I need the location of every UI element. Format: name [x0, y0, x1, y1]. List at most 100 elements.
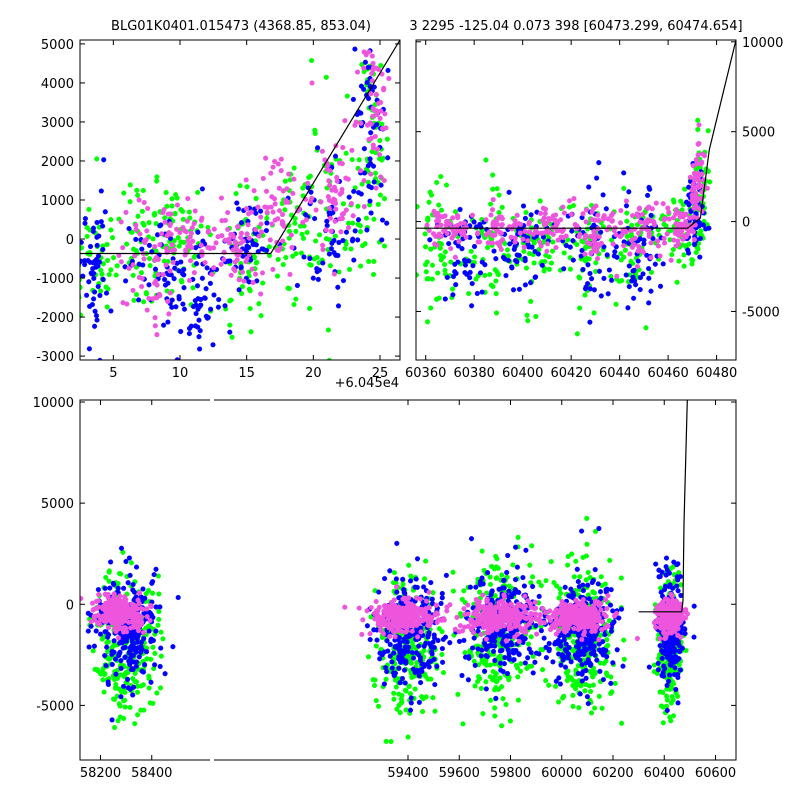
bottom-blue-point: [591, 643, 597, 649]
top-right-green-point: [574, 331, 580, 337]
bottom-blue-point: [668, 662, 674, 668]
bottom-blue-point: [118, 694, 124, 700]
bottom-blue-point: [677, 667, 683, 673]
top-left-green-point: [381, 243, 388, 249]
top-left-magenta-point: [325, 194, 331, 200]
top-left-blue-point: [82, 216, 88, 222]
bottom-green-point: [147, 700, 153, 706]
top-left-green-point: [266, 244, 272, 250]
top-left-green-point: [357, 229, 364, 235]
bottom-blue-point: [459, 672, 465, 679]
top-left-green-point: [141, 222, 147, 228]
bottom-green-point: [462, 650, 468, 656]
bottom-green-point: [621, 656, 627, 662]
bottom-blue-point: [97, 631, 104, 637]
top-right-blue-point: [605, 291, 611, 297]
top-right-blue-point: [510, 287, 517, 293]
top-right-magenta-point: [448, 246, 454, 252]
top-left-plot-area: [80, 40, 400, 360]
top-right-magenta-point: [449, 235, 455, 241]
bottom-blue-point: [574, 566, 580, 572]
top-left-magenta-point: [218, 261, 224, 267]
bottom-blue-point: [431, 635, 438, 641]
bottom-blue-point: [550, 659, 556, 665]
top-right-green-point: [437, 245, 443, 251]
top-right-blue-point: [522, 215, 528, 221]
bottom-green-point: [608, 690, 614, 696]
top-left-magenta-point: [341, 210, 347, 217]
bottom-blue-point: [120, 683, 127, 689]
top-right-magenta-point: [547, 229, 553, 235]
bottom-blue-point: [666, 647, 672, 653]
bottom-blue-point: [150, 637, 156, 644]
top-right-magenta-point: [636, 244, 642, 250]
bottom-blue-point: [530, 583, 536, 590]
top-right-blue-point: [703, 226, 709, 232]
top-left-magenta-point: [118, 259, 124, 265]
bottom-green-point: [540, 667, 546, 673]
top-left-magenta-point: [244, 256, 250, 262]
bottom-blue-point: [500, 668, 506, 675]
top-right-magenta-point: [527, 229, 533, 235]
top-left-blue-point: [263, 228, 269, 234]
top-left-blue-point: [340, 278, 347, 284]
top-right-green-point: [676, 258, 682, 264]
bottom-blue-point: [120, 645, 126, 651]
top-right-magenta-point: [583, 219, 589, 225]
bottom-blue-point: [532, 659, 538, 665]
bottom-blue-point: [499, 647, 505, 653]
bottom-blue-point: [675, 674, 681, 681]
bottom-green-point: [391, 570, 397, 576]
bottom-blue-point: [102, 585, 108, 591]
top-right-blue-point: [516, 286, 522, 292]
top-left-green-point: [275, 256, 281, 263]
bottom-blue-point: [384, 638, 390, 644]
bottom-green-point: [487, 581, 494, 587]
top-right-magenta-point: [628, 228, 634, 234]
top-right-blue-point: [511, 246, 517, 252]
top-right-blue-point: [506, 189, 512, 195]
top-right-green-point: [570, 203, 577, 209]
bottom-blue-point: [671, 646, 677, 652]
top-left-blue-point: [176, 268, 182, 274]
top-right-green-point: [493, 291, 499, 297]
top-right-green-point: [435, 270, 441, 276]
top-left-magenta-point: [285, 199, 291, 205]
top-left-blue-point: [194, 283, 201, 289]
top-left-blue-point: [146, 242, 152, 248]
top-left-green-point: [140, 187, 146, 194]
bottom-green-point: [383, 676, 389, 682]
bottom-blue-point: [511, 650, 517, 656]
top-right-magenta-point: [555, 237, 561, 243]
top-right-blue-point: [646, 275, 652, 281]
top-right-green-point: [438, 207, 445, 213]
bottom-blue-point: [670, 585, 676, 591]
top-left-xtick-label: 10: [172, 366, 189, 381]
bottom-green-point: [487, 574, 493, 580]
top-right-magenta-point: [609, 218, 615, 224]
top-left-magenta-point: [280, 188, 286, 194]
bottom-blue-point: [509, 592, 515, 598]
top-left-magenta-point: [369, 53, 375, 59]
bottom-magenta-point: [136, 590, 143, 596]
bottom-green-point: [383, 738, 389, 744]
top-right-green-point: [425, 215, 431, 221]
top-right-magenta-point: [553, 218, 559, 224]
top-left-magenta-point: [327, 168, 333, 174]
top-right-magenta-point: [691, 237, 697, 243]
top-left-blue-point: [253, 210, 259, 216]
top-right-green-point: [416, 204, 420, 210]
top-right-magenta-point: [540, 230, 546, 236]
top-left-blue-point: [136, 297, 142, 303]
bottom-blue-point: [608, 680, 614, 686]
top-right-magenta-point: [660, 201, 666, 207]
top-right-magenta-point: [520, 236, 526, 242]
top-right-magenta-point: [410, 212, 415, 217]
bottom-green-point: [565, 553, 571, 560]
bottom-blue-point: [425, 634, 431, 640]
bottom-blue-point: [439, 590, 445, 597]
bottom-blue-point: [152, 662, 158, 668]
top-left-magenta-point: [225, 210, 231, 216]
bottom-blue-point: [382, 665, 389, 671]
top-left-green-point: [379, 157, 385, 163]
